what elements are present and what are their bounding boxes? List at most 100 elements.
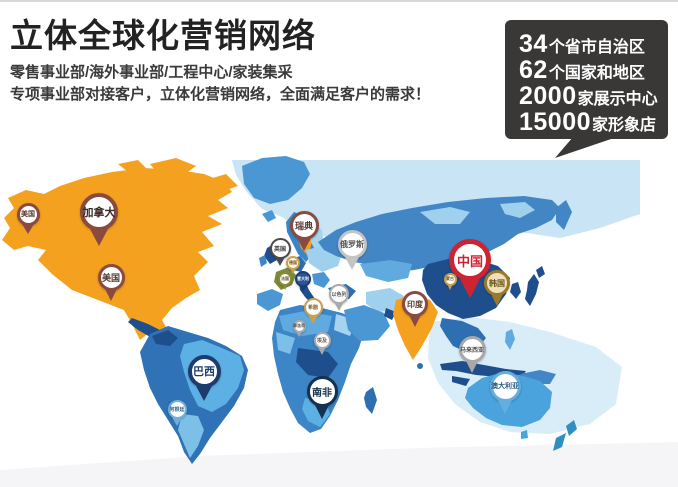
north-america xyxy=(2,168,232,346)
russia xyxy=(318,196,560,272)
subtitle-line2: 专项事业部对接客户，立体化营销网络，全面满足客户的需求！ xyxy=(10,86,431,104)
madagascar xyxy=(364,387,377,414)
map-pin-加拿大: 加拿大 xyxy=(80,193,118,246)
stat-number: 15000 xyxy=(519,108,592,136)
pin-tail xyxy=(296,330,302,337)
pin-label: 加拿大 xyxy=(80,193,118,231)
pin-tail xyxy=(491,294,503,306)
pin-label: 美国 xyxy=(16,202,40,226)
ireland xyxy=(259,255,267,267)
page-title: 立体全球化营销网络 xyxy=(10,17,316,54)
header: 立体全球化营销网络 零售事业部/海外事业部/工程中心/家装集采 专项事业部对接客… xyxy=(10,16,500,107)
map-pin-瑞典: 瑞典 xyxy=(289,210,319,251)
pin-label: 俄罗斯 xyxy=(337,229,367,259)
pin-label: 澳大利亚 xyxy=(489,370,521,402)
map-pin-马来西亚: 马来西亚 xyxy=(458,335,486,373)
map-pin-巴西: 巴西 xyxy=(187,354,221,401)
greenland xyxy=(242,156,310,204)
stat-unit: 家展示中心 xyxy=(577,91,658,108)
pin-tail xyxy=(196,385,212,401)
gulf-states xyxy=(384,308,396,320)
tasmania xyxy=(521,430,528,439)
map-pin-俄罗斯: 俄罗斯 xyxy=(337,229,367,270)
map-pin-英国: 英国 xyxy=(269,237,291,266)
stat-row-provinces: 34 个省市自治区 xyxy=(519,30,668,58)
arctic-islands xyxy=(118,158,238,192)
stat-unit: 家形象店 xyxy=(592,117,657,134)
map-pin-澳大利亚: 澳大利亚 xyxy=(489,370,521,414)
japan xyxy=(525,266,545,306)
stats-bubble-tail xyxy=(555,137,617,158)
pin-tail xyxy=(460,279,480,298)
new-zealand xyxy=(553,420,577,451)
pin-tail xyxy=(345,256,359,270)
pin-tail xyxy=(172,416,182,426)
pin-tail xyxy=(334,302,344,311)
pin-tail xyxy=(22,223,34,234)
subtitle-line1: 零售事业部/海外事业部/工程中心/家装集采 xyxy=(10,63,293,81)
stat-row-showrooms: 2000 家展示中心 xyxy=(519,82,668,110)
stats-bubble: 34 个省市自治区 62 个国家和地区 2000 家展示中心 15000 家形象… xyxy=(505,20,668,139)
map-pin-埃及: 埃及 xyxy=(313,331,331,355)
pin-tail xyxy=(297,237,311,251)
pin-tail xyxy=(318,346,326,355)
pin-tail xyxy=(308,314,318,324)
pin-tail xyxy=(409,315,421,327)
pin-label: 巴西 xyxy=(187,354,221,388)
pin-tail xyxy=(105,288,117,301)
stat-number: 62 xyxy=(519,56,548,84)
saudi-arabia xyxy=(344,305,390,341)
stat-unit: 个省市自治区 xyxy=(548,39,645,56)
indonesia xyxy=(440,361,526,388)
pin-tail xyxy=(498,399,512,414)
map-pin-德国: 德国 xyxy=(286,256,300,274)
pin-tail xyxy=(290,268,296,274)
stat-number: 34 xyxy=(519,30,548,58)
pin-label: 希腊 xyxy=(303,297,323,317)
map-pin-美国: 美国 xyxy=(16,202,40,234)
central-asia xyxy=(360,260,412,282)
sri-lanka xyxy=(417,363,423,369)
map-pin-阿根廷: 阿根廷 xyxy=(167,399,187,426)
pin-label: 南非 xyxy=(306,375,338,407)
map-pin-韩国: 韩国 xyxy=(484,270,510,306)
pin-label: 中国 xyxy=(449,239,491,281)
iran xyxy=(366,288,404,312)
stat-row-stores: 15000 家形象店 xyxy=(519,108,668,136)
iberia xyxy=(257,289,283,311)
stat-unit: 个国家和地区 xyxy=(548,65,645,82)
north-africa xyxy=(279,311,332,336)
pin-tail xyxy=(447,283,453,290)
pin-label: 瑞典 xyxy=(289,210,319,240)
west-africa xyxy=(276,332,295,354)
pin-label: 马来西亚 xyxy=(458,335,486,363)
map-pin-意大利: 意大利 xyxy=(295,271,311,292)
map-pin-摩洛哥: 摩洛哥 xyxy=(292,319,306,337)
siberia-patch xyxy=(420,202,535,224)
map-pin-南非: 南非 xyxy=(306,375,338,419)
pin-label: 以色列 xyxy=(329,284,349,304)
pin-tail xyxy=(299,285,307,292)
pin-tail xyxy=(275,256,285,266)
balkans xyxy=(312,272,330,288)
map-pin-以色列: 以色列 xyxy=(329,284,349,311)
kamchatka xyxy=(556,200,572,230)
map-pin-中国: 中国 xyxy=(449,239,491,298)
central-africa xyxy=(296,348,338,378)
map-pin-蒙古: 蒙古 xyxy=(443,272,457,290)
pin-tail xyxy=(315,404,329,419)
argentina xyxy=(178,414,204,458)
pin-tail xyxy=(282,284,288,290)
pin-label: 美国 xyxy=(97,263,125,291)
philippines xyxy=(505,329,515,350)
map-pin-法国: 法国 xyxy=(278,272,292,290)
bottom-swoosh xyxy=(0,442,678,487)
pin-label: 韩国 xyxy=(484,270,510,296)
korea xyxy=(510,282,521,299)
stat-row-countries: 62 个国家和地区 xyxy=(519,56,668,84)
map-pin-印度: 印度 xyxy=(402,291,428,327)
iceland xyxy=(262,210,276,222)
map-pin-美国: 美国 xyxy=(97,263,125,301)
